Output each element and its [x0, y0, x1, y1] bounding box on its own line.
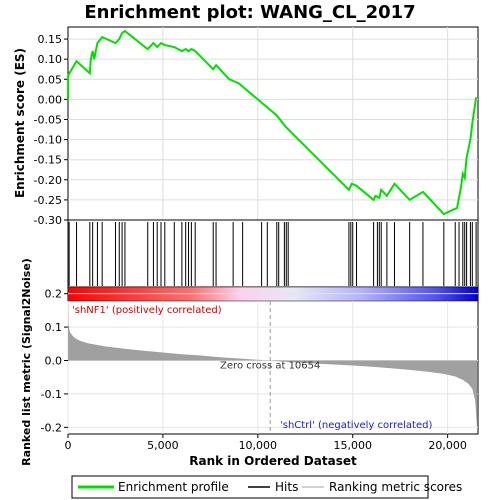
metric-tick-label: 0.0	[45, 355, 63, 368]
es-tick-label: -0.10	[34, 134, 62, 147]
x-tick-label: 10,000	[239, 439, 278, 452]
es-tick-label: 0.00	[38, 93, 63, 106]
legend-hits-label: Hits	[275, 480, 298, 494]
zero-cross-label: Zero cross at 10654	[220, 361, 320, 372]
metric-tick-label: 0.1	[45, 321, 63, 334]
metric-tick-label: -0.1	[41, 388, 62, 401]
es-y-axis-label: Enrichment score (ES)	[13, 48, 27, 198]
negative-label: 'shCtrl' (negatively correlated)	[280, 420, 432, 431]
es-grid	[68, 27, 478, 221]
es-tick-label: -0.25	[34, 194, 62, 207]
x-tick-label: 15,000	[333, 439, 372, 452]
legend-profile-label: Enrichment profile	[118, 480, 229, 494]
es-tick-label: 0.10	[38, 53, 63, 66]
ranking-metric-area	[68, 288, 478, 429]
positive-label: 'shNF1' (positively correlated)	[72, 305, 222, 316]
metric-panel: Zero cross at 10654 'shNF1' (positively …	[20, 258, 479, 468]
es-tick-label: -0.20	[34, 174, 62, 187]
x-axis-label: Rank in Ordered Dataset	[189, 454, 357, 468]
hits-frame	[67, 219, 479, 288]
es-tick-label: 0.05	[38, 73, 63, 86]
chart-title: Enrichment plot: WANG_CL_2017	[84, 2, 415, 23]
es-panel: -0.30 -0.25 -0.20 -0.15 -0.10 -0.05 0.00 0.05 0.…	[13, 26, 479, 227]
es-tick-label: 0.15	[38, 33, 63, 46]
x-tick-label: 0	[65, 439, 72, 452]
x-tick-label: 5,000	[147, 439, 179, 452]
es-tick-label: -0.15	[34, 154, 62, 167]
legend: Enrichment profile Hits Ranking metric s…	[71, 475, 462, 499]
es-tick-label: -0.05	[34, 113, 62, 126]
es-plot-frame	[67, 26, 479, 221]
legend-metric-label: Ranking metric scores	[329, 480, 462, 494]
metric-y-ticks: -0.2 -0.1 0.0 0.1 0.2	[41, 288, 68, 434]
metric-tick-label: 0.2	[45, 288, 63, 301]
hit-lines	[68, 222, 477, 286]
es-y-ticks: -0.30 -0.25 -0.20 -0.15 -0.10 -0.05 0.00 0.05 0.…	[34, 33, 68, 227]
metric-x-ticks: 0 5,000 10,000 15,000 20,000	[65, 434, 467, 452]
metric-y-axis-label: Ranked list metric (Signal2Noise)	[20, 258, 33, 466]
enrichment-profile-line	[67, 29, 478, 216]
metric-tick-label: -0.2	[41, 421, 62, 434]
es-tick-label: -0.30	[34, 214, 62, 227]
x-tick-label: 20,000	[428, 439, 467, 452]
